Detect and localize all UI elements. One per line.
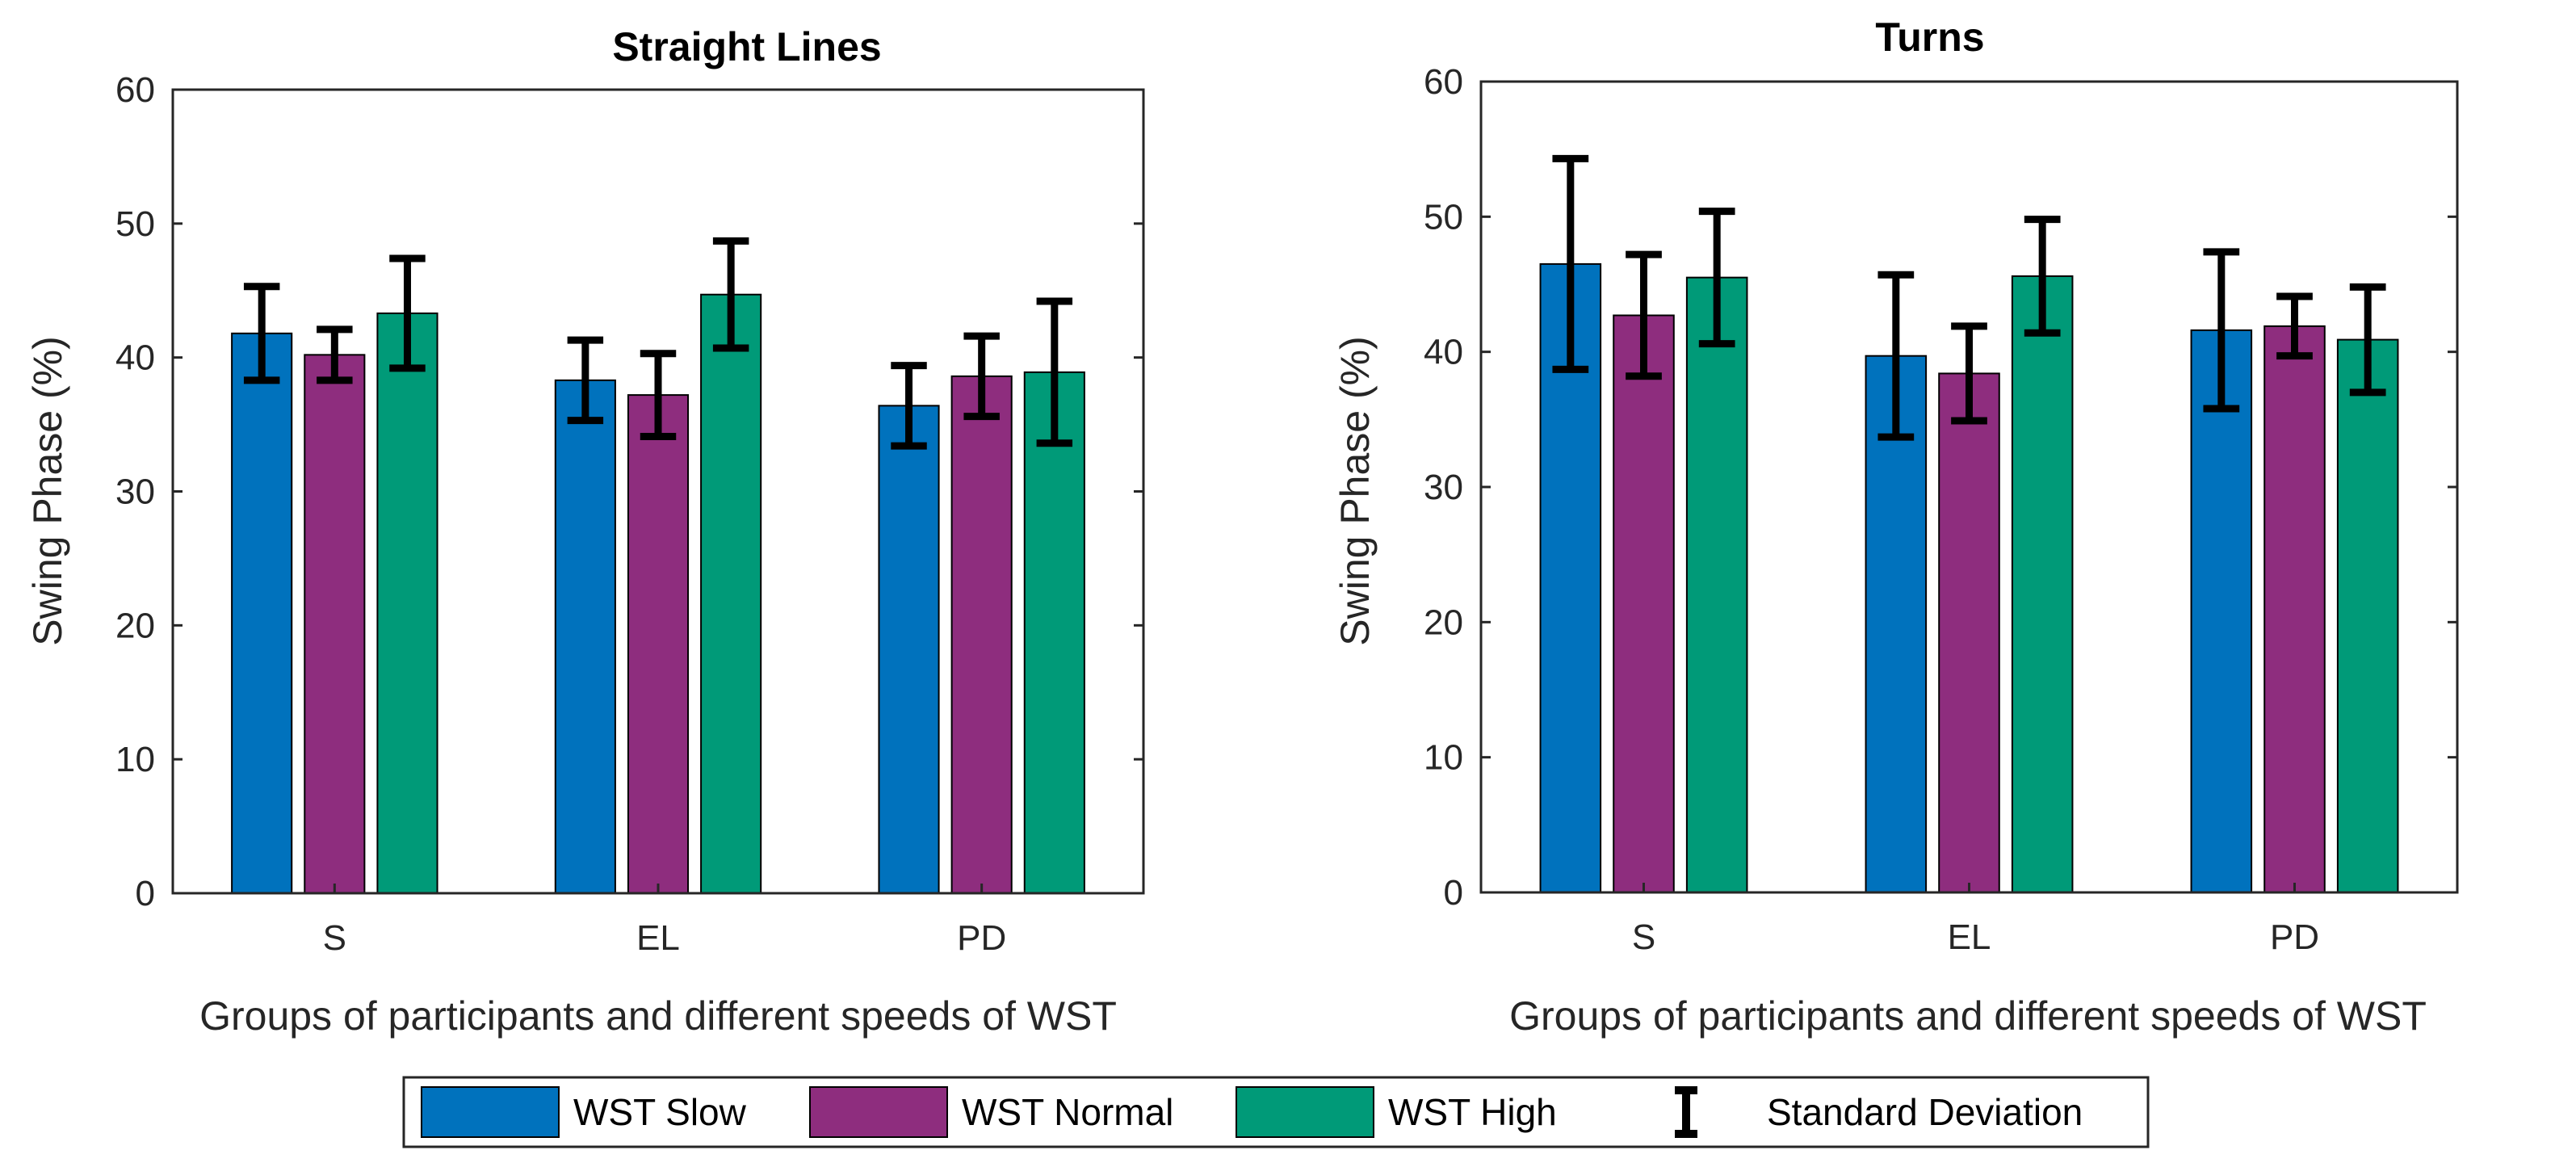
y-tick-label-20: 20 <box>1424 602 1463 642</box>
x-axis-ticks: S EL PD <box>1632 883 2319 957</box>
bar-pd-wst-high <box>2336 338 2399 893</box>
errorbar-el-wst-normal <box>640 350 677 441</box>
errorbar-s-wst-normal <box>1626 250 1662 380</box>
x-axis-label: Groups of participants and different spe… <box>199 993 1117 1039</box>
y-tick-label-60: 60 <box>115 70 155 110</box>
legend: WST Slow WST Normal WST High Standard De… <box>402 1076 2150 1148</box>
errorbar-group <box>1552 154 2386 441</box>
legend-swatch-wst-slow <box>421 1086 560 1138</box>
x-axis-label: Groups of participants and different spe… <box>1509 993 2427 1039</box>
y-axis-ticks: 0 10 20 30 40 50 60 <box>115 70 1143 913</box>
errorbar-el-wst-slow <box>567 336 604 425</box>
y-tick-label-40: 40 <box>1424 333 1463 372</box>
bar-pd-wst-normal <box>950 375 1013 894</box>
y-tick-label-60: 60 <box>1424 62 1463 102</box>
bar-el-wst-high <box>2011 275 2074 893</box>
legend-label-wst-normal: WST Normal <box>962 1091 1173 1133</box>
chart-straight-lines: Straight Lines 0 10 20 30 40 50 60 S EL PD Group… <box>25 24 1145 1039</box>
y-tick-label-30: 30 <box>1424 468 1463 507</box>
bar-pd-wst-high <box>1023 371 1085 894</box>
errorbar-s-wst-normal <box>317 325 353 384</box>
y-tick-label-0: 0 <box>1444 873 1463 913</box>
legend-swatch-wst-normal <box>809 1086 948 1138</box>
errorbar-s-wst-high <box>1698 208 1735 348</box>
x-tick-label-el: EL <box>1948 917 1991 957</box>
bar-pd-wst-slow <box>878 405 940 895</box>
errorbar-group <box>243 237 1073 450</box>
bar-s-wst-normal <box>1613 314 1675 893</box>
y-tick-label-20: 20 <box>115 606 155 645</box>
errorbar-pd-wst-high <box>1036 297 1073 447</box>
x-tick-label-pd: PD <box>957 918 1006 958</box>
y-tick-label-10: 10 <box>1424 738 1463 778</box>
y-tick-label-0: 0 <box>136 874 155 913</box>
y-axis-label: Swing Phase (%) <box>1332 336 1378 646</box>
bar-s-wst-normal <box>304 354 366 895</box>
bar-group <box>1539 262 2399 894</box>
x-tick-label-pd: PD <box>2270 917 2319 957</box>
bar-el-wst-normal <box>627 394 690 895</box>
y-axis-ticks: 0 10 20 30 40 50 60 <box>1424 62 2457 913</box>
bar-pd-wst-normal <box>2263 325 2326 893</box>
errorbar-s-wst-slow <box>1552 154 1589 373</box>
y-tick-label-50: 50 <box>115 204 155 244</box>
bar-pd-wst-slow <box>2190 329 2253 894</box>
chart-title: Straight Lines <box>612 24 881 69</box>
y-axis-label: Swing Phase (%) <box>25 336 70 646</box>
chart-turns: Turns 0 10 20 30 40 50 60 S EL PD Groups of part… <box>1332 15 2459 1039</box>
errorbar-pd-wst-slow <box>2203 248 2240 413</box>
bar-el-wst-normal <box>1938 372 2000 893</box>
x-axis-ticks: S EL PD <box>323 884 1006 958</box>
legend-label-wst-high: WST High <box>1388 1091 1557 1133</box>
errorbar-el-wst-normal <box>1951 322 1987 425</box>
legend-swatch-wst-high <box>1236 1086 1374 1138</box>
y-tick-label-40: 40 <box>115 338 155 378</box>
chart-title: Turns <box>1875 15 1984 60</box>
bar-el-wst-high <box>700 293 762 895</box>
bar-s-wst-high <box>376 312 438 895</box>
x-tick-label-el: EL <box>636 918 680 958</box>
legend-errorbar-icon <box>1675 1086 1697 1138</box>
errorbar-pd-wst-normal <box>963 332 1000 421</box>
errorbar-el-wst-slow <box>1877 271 1915 441</box>
x-tick-label-s: S <box>323 918 346 958</box>
bar-group <box>231 293 1085 895</box>
errorbar-s-wst-slow <box>243 283 280 384</box>
y-tick-label-10: 10 <box>115 740 155 779</box>
errorbar-el-wst-high <box>712 237 749 352</box>
y-tick-label-50: 50 <box>1424 197 1463 237</box>
errorbar-s-wst-high <box>389 254 426 372</box>
bar-s-wst-slow <box>231 332 293 895</box>
x-tick-label-s: S <box>1632 917 1655 957</box>
errorbar-pd-wst-slow <box>891 362 927 450</box>
bar-s-wst-high <box>1685 276 1748 893</box>
y-tick-label-30: 30 <box>115 472 155 512</box>
errorbar-el-wst-high <box>2024 216 2061 337</box>
errorbar-pd-wst-normal <box>2276 292 2313 360</box>
legend-label-standard-deviation: Standard Deviation <box>1767 1091 2083 1133</box>
errorbar-pd-wst-high <box>2349 283 2386 397</box>
bar-el-wst-slow <box>554 379 616 894</box>
legend-label-wst-slow: WST Slow <box>573 1091 747 1133</box>
